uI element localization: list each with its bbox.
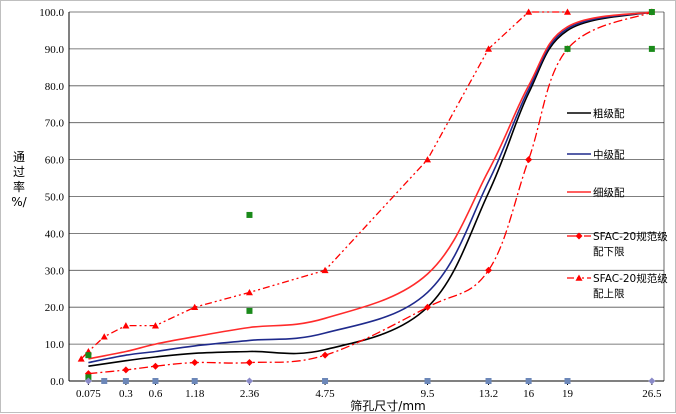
x-axis-label: 筛孔尺寸/mm	[350, 398, 425, 413]
series-4-point	[77, 355, 85, 362]
x-tick-label: 0.6	[149, 388, 163, 400]
legend-label: SFAC-20规范级	[593, 230, 668, 243]
x-tick-label: 4.75	[315, 388, 335, 400]
series-line-2	[88, 11, 653, 360]
axis-marker-point	[152, 378, 159, 384]
axis-labels: 通过率%/ 筛孔尺寸/mm	[11, 150, 425, 413]
y-tick-label: 30.0	[45, 265, 65, 277]
legend-label: 配下限	[593, 246, 625, 258]
axis-marker-point	[245, 377, 253, 385]
series-3-point	[245, 359, 253, 367]
green-square-point	[85, 352, 92, 359]
legend-label: SFAC-20规范级	[593, 272, 668, 285]
y-tick-label: 100.0	[39, 7, 64, 19]
legend-label: 粗级配	[593, 108, 625, 120]
axis-marker-point	[101, 378, 108, 384]
y-tick-label: 70.0	[45, 118, 65, 130]
y-tick-label: 0.0	[50, 376, 64, 388]
series-3-point	[122, 366, 130, 374]
y-tick-label: 90.0	[45, 44, 65, 56]
green-square-point	[246, 307, 253, 314]
legend-label: 中级配	[593, 148, 625, 161]
axis-marker-point	[191, 378, 198, 384]
series-line-0	[88, 11, 653, 367]
y-tick-label: 40.0	[45, 228, 65, 240]
series-3-point	[191, 359, 199, 367]
series-line-1	[88, 11, 653, 364]
series-3-point	[321, 351, 329, 359]
legend-label: 配上限	[593, 288, 625, 300]
series-4-point	[100, 333, 108, 340]
series-line-4	[80, 11, 568, 360]
x-tick-label: 9.5	[421, 388, 435, 400]
x-tick-label: 19	[562, 388, 574, 400]
green-square-point	[246, 211, 253, 218]
x-tick-label: 26.5	[642, 388, 662, 400]
x-tick-label: 1.18	[185, 388, 205, 400]
gridlines	[69, 11, 664, 345]
series-line-3	[88, 11, 653, 375]
axis-marker-point	[485, 378, 492, 384]
axis-marker-point	[564, 378, 571, 384]
x-tick-label: 0.3	[119, 388, 133, 400]
series-4-point	[563, 8, 571, 15]
green-square-point	[85, 374, 92, 381]
y-tick-label: 20.0	[45, 302, 65, 314]
x-tick-label: 2.36	[240, 388, 260, 400]
axis-marker-point	[84, 377, 92, 385]
axis-marker-point	[424, 378, 431, 384]
y-tick-label: 80.0	[45, 81, 65, 93]
axis-marker-point	[122, 378, 129, 384]
series-4-point	[424, 156, 432, 163]
series-4-point	[122, 322, 130, 329]
axis-marker-point	[648, 377, 656, 385]
series-3-point	[525, 156, 533, 164]
y-axis-label-char: 过	[13, 165, 25, 179]
y-tick-label: 10.0	[45, 339, 65, 351]
axis-marker-point	[525, 378, 532, 384]
series-3-point	[424, 303, 432, 311]
series-4-point	[321, 266, 329, 274]
green-square-point	[648, 9, 655, 15]
series-lines	[80, 11, 653, 375]
legend-label: 细级配	[593, 186, 625, 199]
green-square-point	[648, 45, 655, 52]
series-markers	[77, 8, 656, 385]
series-4-point	[485, 45, 493, 52]
y-axis-label-char: %/	[11, 195, 27, 209]
y-axis-label-char: 通	[13, 150, 25, 164]
legend-marker-3	[575, 232, 583, 240]
axis-marker-point	[322, 378, 329, 384]
x-tick-label: 16	[523, 388, 535, 400]
x-tick-label: 13.2	[479, 388, 498, 400]
series-4-point	[245, 288, 253, 296]
series-4-point	[191, 303, 199, 310]
x-tick-label: 0.075	[76, 388, 101, 400]
green-square-point	[564, 45, 571, 52]
tick-labels: 0.0 10.0 20.0 30.0 40.0 50.0 60.0 70.0 80.0 90.0 1…	[39, 7, 662, 400]
series-3-point	[151, 362, 159, 370]
series-4-point	[525, 8, 533, 15]
y-axis-label-char: 率	[13, 179, 25, 194]
series-4-point	[151, 322, 159, 329]
y-tick-label: 60.0	[45, 155, 65, 167]
series-3-point	[485, 266, 493, 274]
legend-marker-4	[575, 274, 583, 281]
y-tick-label: 50.0	[45, 192, 65, 204]
axes	[68, 12, 665, 385]
